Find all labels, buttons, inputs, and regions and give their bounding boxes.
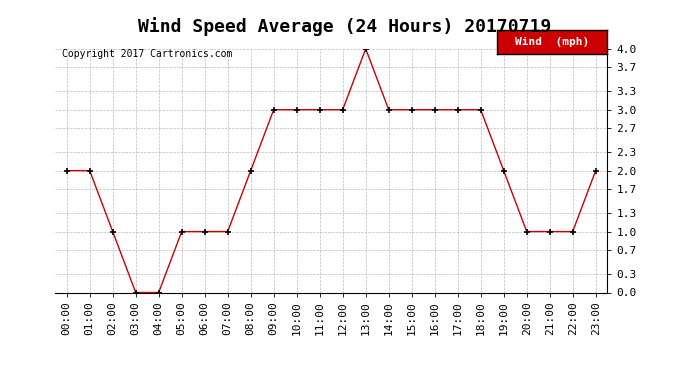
Text: Wind Speed Average (24 Hours) 20170719: Wind Speed Average (24 Hours) 20170719	[139, 17, 551, 36]
Text: Copyright 2017 Cartronics.com: Copyright 2017 Cartronics.com	[62, 49, 233, 59]
Text: Wind  (mph): Wind (mph)	[515, 37, 589, 47]
